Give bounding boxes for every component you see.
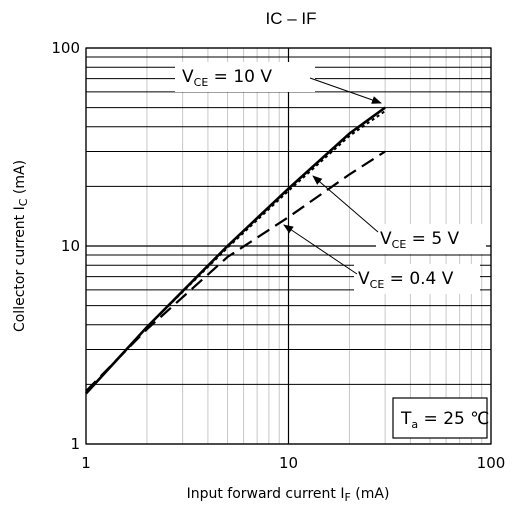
arrow-vce-10v xyxy=(309,77,382,104)
series-line-solid xyxy=(85,106,386,395)
annotation-box-vce-5v xyxy=(376,224,486,254)
plot-frame xyxy=(85,47,492,445)
annotation-vce-10v: VCE = 10 V xyxy=(182,67,272,89)
condition-box xyxy=(392,397,488,439)
x-axis-title: Input forward current IF (mA) xyxy=(187,486,390,504)
x-tick-label: 10 xyxy=(279,454,298,472)
y-tick-label: 10 xyxy=(61,237,80,255)
chart-title: IC – IF xyxy=(265,9,316,28)
series-group xyxy=(85,106,386,395)
annotation-group: VCE = 10 V VCE = 5 V VCE = 0.4 V Ta = 25… xyxy=(175,62,489,439)
series-line-dashed xyxy=(85,150,386,392)
y-tick-label: 100 xyxy=(51,39,80,57)
annotation-box-vce-10v xyxy=(175,62,315,92)
tick-labels: 1 10 100 1 10 100 xyxy=(51,39,505,472)
annotation-vce-04v: VCE = 0.4 V xyxy=(358,269,454,291)
y-tick-label: 1 xyxy=(70,435,80,453)
annotation-box-vce-04v xyxy=(354,264,480,294)
condition-label: Ta = 25 ℃ xyxy=(400,409,489,431)
series-line-dotted xyxy=(85,110,386,395)
y-axis-title: Collector current IC (mA) xyxy=(12,160,30,332)
arrow-vce-04v xyxy=(283,224,358,275)
x-tick-label: 1 xyxy=(81,454,91,472)
annotation-vce-5v: VCE = 5 V xyxy=(380,229,460,251)
x-tick-label: 100 xyxy=(477,454,506,472)
arrow-vce-5v xyxy=(312,175,379,233)
